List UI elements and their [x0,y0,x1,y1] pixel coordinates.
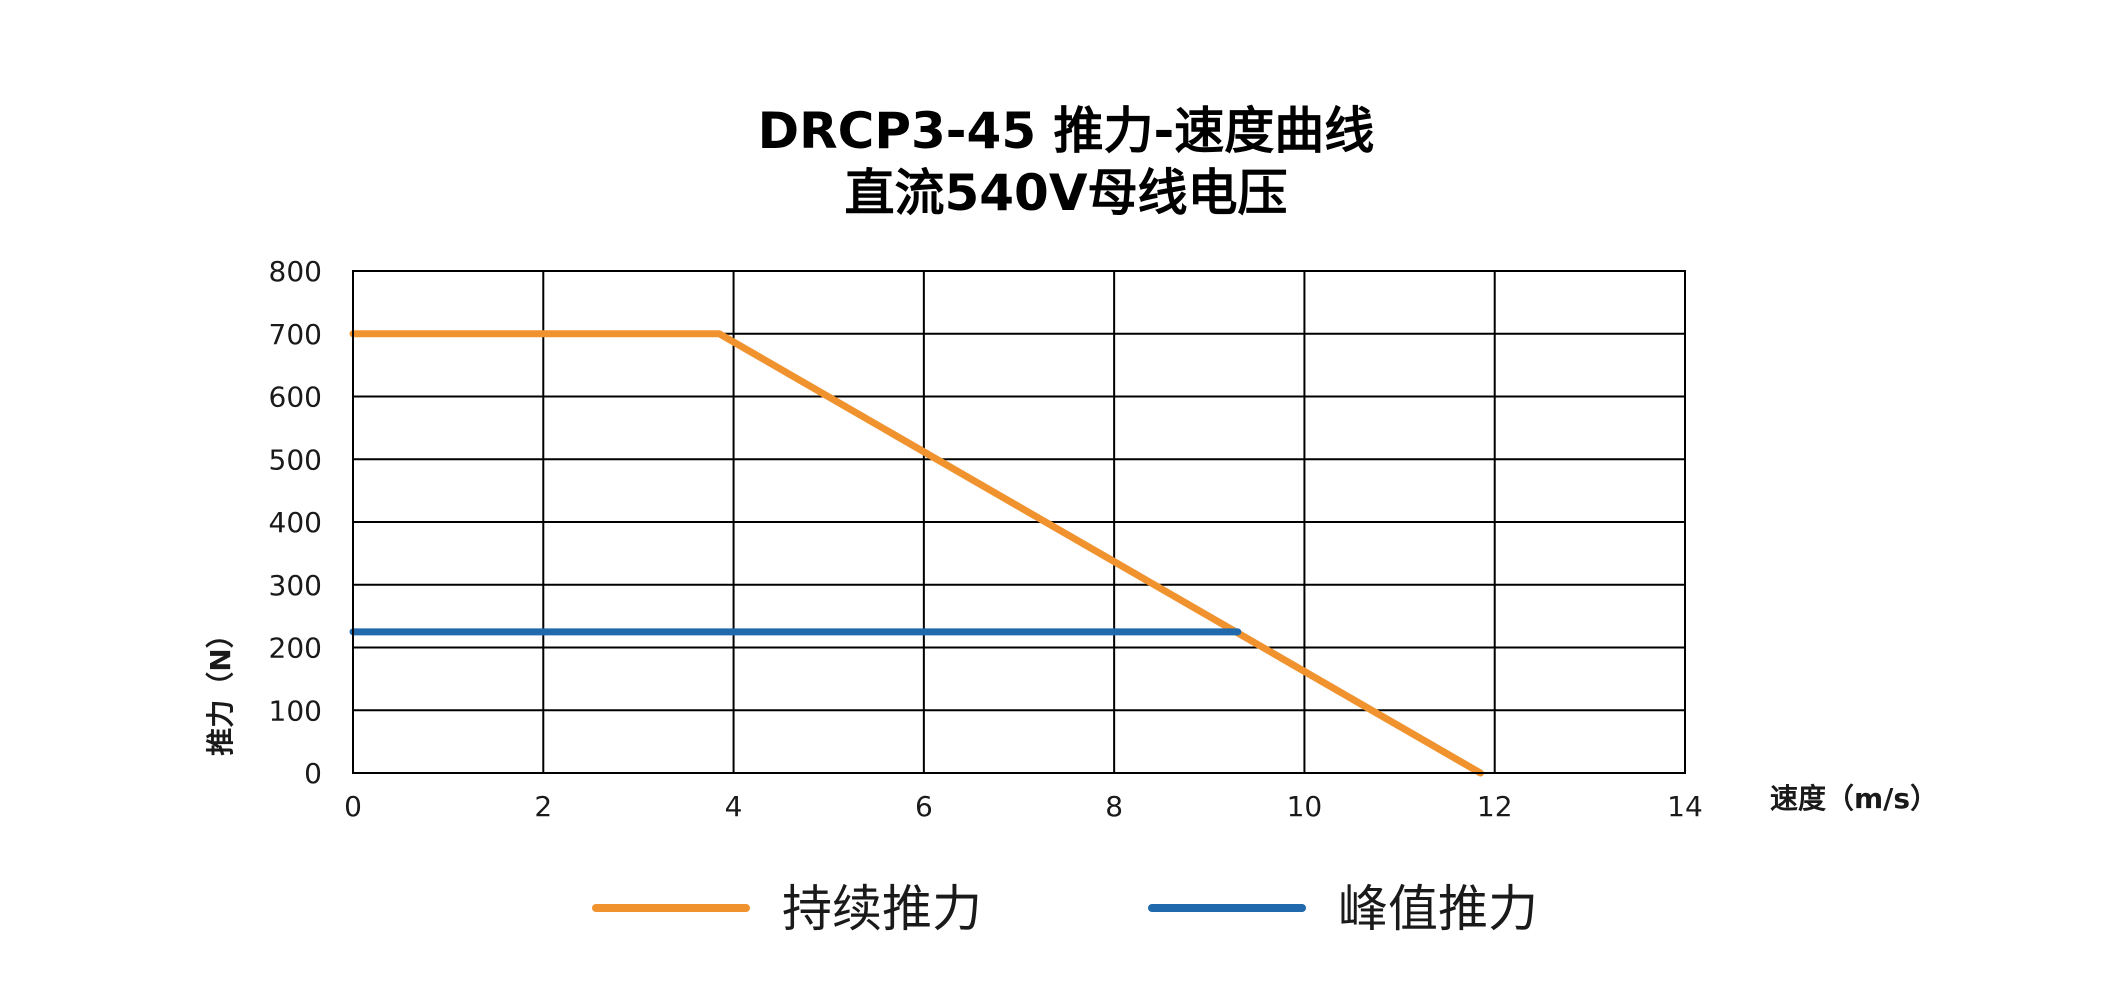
x-tick-label: 2 [534,790,552,823]
legend-label: 持续推力 [782,880,982,938]
y-tick-label: 200 [269,632,322,665]
x-tick-label: 4 [725,790,743,823]
y-axis-label: 推力（N） [204,620,237,755]
y-tick-label: 300 [269,569,322,602]
legend: 持续推力 峰值推力 [592,880,1538,938]
y-tick-label: 500 [269,443,322,476]
y-tick-label: 0 [304,757,322,790]
legend-label: 峰值推力 [1338,880,1538,938]
plot-border [352,270,1686,774]
plot-frame [352,270,1686,774]
y-tick-label: 100 [269,694,322,727]
x-tick-label: 8 [1105,790,1123,823]
x-tick-label: 14 [1667,790,1703,823]
x-tick-label: 10 [1287,790,1323,823]
series-line [349,330,1484,777]
y-tick-label: 600 [269,381,322,414]
x-tick-label: 6 [915,790,933,823]
y-tick-label: 400 [269,506,322,539]
chart-subtitle: 直流540V母线电压 [844,164,1287,222]
grid [352,270,1686,774]
x-tick-label: 12 [1477,790,1513,823]
x-tick-label: 0 [344,790,362,823]
y-tick-label: 800 [269,255,322,288]
series-lines [349,330,1484,777]
x-axis-label: 速度（m/s） [1770,782,1938,815]
chart-title: DRCP3-45 推力-速度曲线 [758,102,1375,160]
tick-labels: 0 2 4 6 8 10 12 14 0 100 200 300 400 500 600 700 800 [269,255,1703,823]
y-tick-label: 700 [269,318,322,351]
